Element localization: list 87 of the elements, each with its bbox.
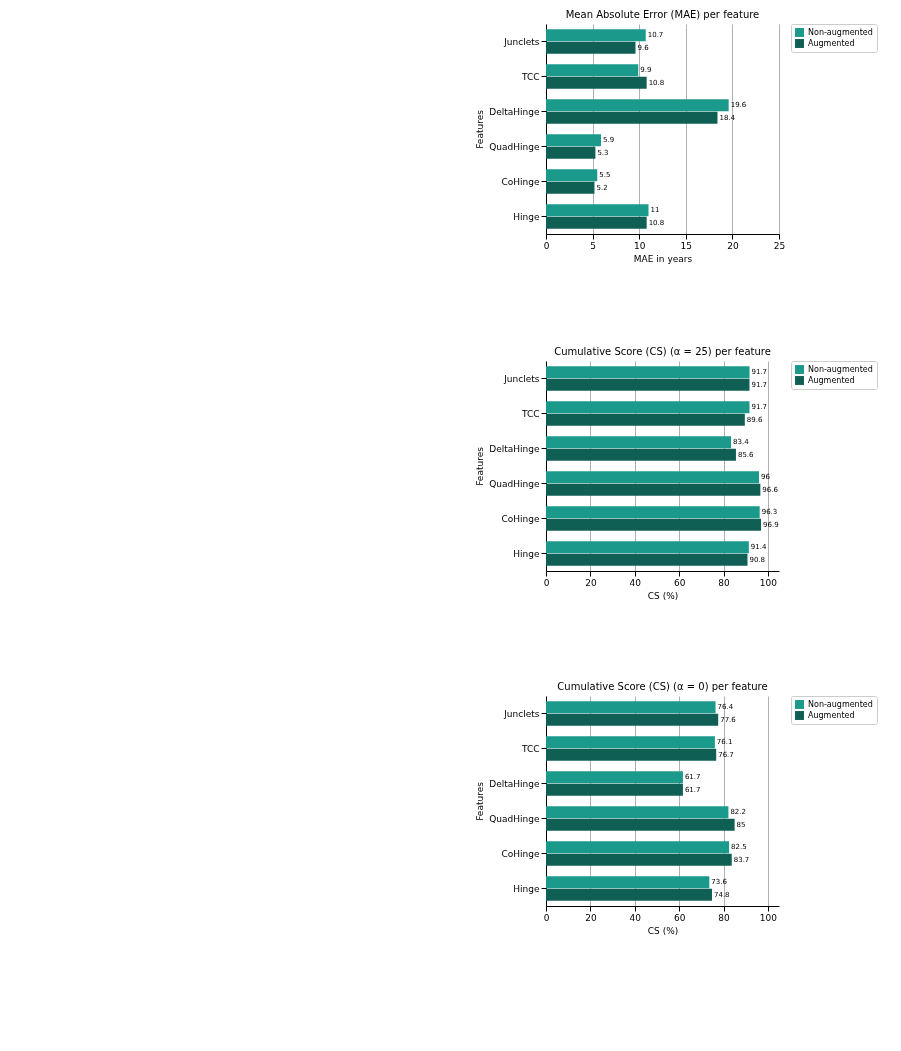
x-tick-label: 100	[759, 912, 778, 923]
bar	[546, 134, 601, 147]
bar	[546, 99, 729, 112]
bar	[546, 713, 719, 726]
bar	[546, 841, 730, 854]
bar	[546, 853, 732, 866]
y-tick-label: TCC	[520, 408, 540, 419]
y-tick-label: QuadHinge	[489, 813, 540, 824]
bar	[546, 806, 729, 819]
y-tick-label: Junclets	[503, 373, 540, 384]
y-tick-label: Junclets	[503, 36, 540, 47]
y-tick-label: Junclets	[503, 708, 540, 719]
y-tick-label: QuadHinge	[489, 141, 540, 152]
y-axis-title: Features	[475, 109, 486, 149]
bar	[546, 64, 639, 77]
x-tick-label: 0	[543, 240, 550, 251]
bar	[546, 701, 716, 714]
bar	[546, 483, 761, 496]
y-tick-label: Hinge	[513, 211, 540, 222]
x-tick-label: 80	[718, 912, 731, 923]
chart-title: Cumulative Score (CS) (α = 0) per feature	[557, 680, 768, 692]
x-tick-label: 0	[543, 912, 550, 923]
bar	[546, 748, 717, 761]
bar	[546, 146, 596, 159]
y-tick-label: QuadHinge	[489, 478, 540, 489]
chart-title: Mean Absolute Error (MAE) per feature	[565, 8, 760, 20]
x-tick-label: 80	[718, 577, 731, 588]
legend-label: Augmented	[808, 375, 855, 385]
x-tick-label: 20	[585, 912, 597, 923]
y-tick-label: TCC	[520, 71, 540, 82]
legend-label: Non-augmented	[808, 27, 873, 37]
y-tick-label: DeltaHinge	[489, 106, 540, 117]
x-tick-label: 5	[590, 240, 596, 251]
bar	[546, 448, 736, 461]
bar	[546, 771, 683, 784]
bar	[546, 818, 735, 831]
bar	[546, 876, 710, 889]
y-tick-label: DeltaHinge	[489, 778, 540, 789]
bar	[546, 783, 683, 796]
bar	[546, 541, 749, 554]
bar	[546, 378, 750, 391]
bar	[546, 413, 745, 426]
bar	[546, 29, 646, 42]
bar	[546, 76, 647, 89]
legend-label: Non-augmented	[808, 364, 873, 374]
x-tick-label: 40	[629, 912, 642, 923]
bar	[546, 471, 760, 484]
bar	[546, 366, 750, 379]
y-tick-label: TCC	[520, 743, 540, 754]
x-axis-title: CS (%)	[647, 925, 679, 936]
legend-label: Non-augmented	[808, 699, 873, 709]
bar	[546, 204, 649, 217]
y-axis-title: Features	[475, 781, 486, 821]
x-axis-title: CS (%)	[647, 590, 679, 601]
bar	[546, 888, 712, 901]
chart-title: Cumulative Score (CS) (α = 25) per feature	[554, 345, 771, 357]
bar	[546, 736, 715, 749]
x-axis-title: MAE in years	[633, 253, 693, 264]
x-tick-label: 25	[773, 240, 786, 251]
x-tick-label: 0	[543, 577, 550, 588]
y-tick-label: CoHinge	[501, 176, 540, 187]
x-tick-label: 60	[673, 577, 686, 588]
legend-label: Augmented	[808, 38, 855, 48]
bar	[546, 436, 732, 449]
bar	[546, 401, 750, 414]
bar	[546, 111, 718, 124]
y-tick-label: Hinge	[513, 883, 540, 894]
bar	[546, 216, 647, 229]
bar	[546, 518, 762, 531]
x-tick-label: 15	[680, 240, 693, 251]
bar	[546, 41, 636, 54]
x-tick-label: 60	[673, 912, 686, 923]
y-tick-label: Hinge	[513, 548, 540, 559]
bar	[546, 553, 748, 566]
y-tick-label: CoHinge	[501, 513, 540, 524]
x-tick-label: 10	[633, 240, 646, 251]
legend-label: Augmented	[808, 710, 855, 720]
x-tick-label: 20	[727, 240, 739, 251]
x-tick-label: 40	[629, 577, 642, 588]
y-tick-label: DeltaHinge	[489, 443, 540, 454]
bar	[546, 169, 598, 182]
bar	[546, 181, 595, 194]
y-tick-label: CoHinge	[501, 848, 540, 859]
x-tick-label: 100	[759, 577, 778, 588]
bar	[546, 506, 760, 519]
y-axis-title: Features	[475, 446, 486, 486]
x-tick-label: 20	[585, 577, 597, 588]
